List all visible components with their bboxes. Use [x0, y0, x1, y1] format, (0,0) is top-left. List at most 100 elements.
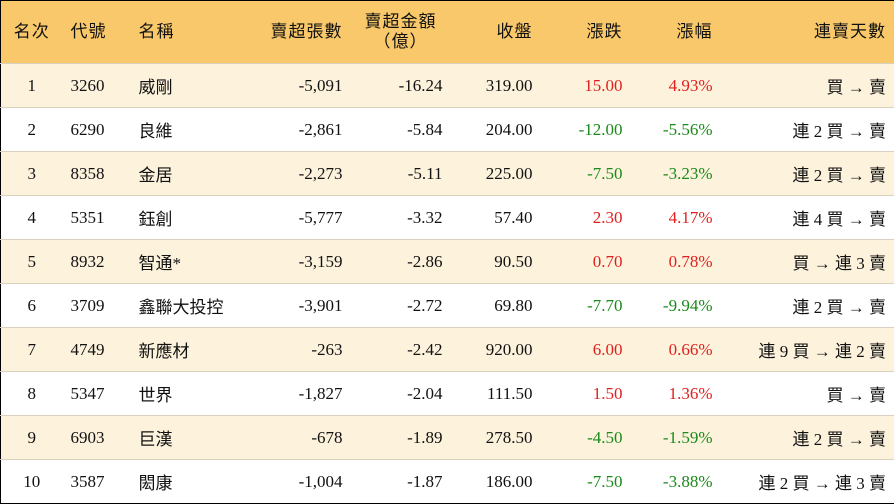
table-cell: -5.84	[351, 108, 451, 152]
header-text: 漲跌	[549, 22, 623, 42]
table-cell: 111.50	[451, 372, 541, 416]
header-text: 代號	[71, 22, 123, 42]
table-cell: -1.87	[351, 460, 451, 504]
table-cell: -2.04	[351, 372, 451, 416]
table-cell: 4.17%	[631, 196, 721, 240]
table-cell: 5351	[63, 196, 131, 240]
table-cell: 1.50	[541, 372, 631, 416]
table-cell: 威剛	[131, 64, 251, 108]
table-cell: 8	[1, 372, 63, 416]
table-cell: 7	[1, 328, 63, 372]
header-text: 漲幅	[639, 22, 713, 42]
table-cell: -1.89	[351, 416, 451, 460]
table-cell: 6.00	[541, 328, 631, 372]
header-cell: 連賣天數	[721, 1, 894, 64]
table-cell: 319.00	[451, 64, 541, 108]
table-cell: -7.70	[541, 284, 631, 328]
header-text: 名稱	[139, 22, 243, 42]
table-cell: 世界	[131, 372, 251, 416]
table-cell: 10	[1, 460, 63, 504]
table-cell: 5347	[63, 372, 131, 416]
table-cell: -1,004	[251, 460, 351, 504]
table-cell: -1,827	[251, 372, 351, 416]
table-cell: 9	[1, 416, 63, 460]
table-cell: 3709	[63, 284, 131, 328]
table-cell: 69.80	[451, 284, 541, 328]
table-cell: -3.32	[351, 196, 451, 240]
table-cell: 買 → 賣	[721, 64, 894, 108]
header-text: 賣超金額	[359, 12, 443, 32]
header-cell: 賣超金額（億）	[351, 1, 451, 64]
table-cell: 15.00	[541, 64, 631, 108]
table-cell: -2.86	[351, 240, 451, 284]
table-cell: -12.00	[541, 108, 631, 152]
table-cell: 閎康	[131, 460, 251, 504]
header-cell: 漲幅	[631, 1, 721, 64]
header-cell: 名稱	[131, 1, 251, 64]
table-cell: 0.70	[541, 240, 631, 284]
table-cell: -2,273	[251, 152, 351, 196]
table-cell: -3,901	[251, 284, 351, 328]
table-cell: 90.50	[451, 240, 541, 284]
table-cell: 204.00	[451, 108, 541, 152]
table-cell: -2.72	[351, 284, 451, 328]
table-cell: -1.59%	[631, 416, 721, 460]
table-cell: 巨漢	[131, 416, 251, 460]
table-cell: -16.24	[351, 64, 451, 108]
table-cell: 0.66%	[631, 328, 721, 372]
table-cell: 鈺創	[131, 196, 251, 240]
table-cell: -7.50	[541, 460, 631, 504]
table-cell: 8932	[63, 240, 131, 284]
table-cell: -7.50	[541, 152, 631, 196]
table-cell: -3,159	[251, 240, 351, 284]
table-cell: -5.56%	[631, 108, 721, 152]
table-cell: 920.00	[451, 328, 541, 372]
header-row: 名次代號名稱賣超張數賣超金額（億） 收盤漲跌漲幅連賣天數	[1, 1, 894, 64]
table-cell: 連 2 買 → 賣	[721, 284, 894, 328]
table-cell: 1.36%	[631, 372, 721, 416]
table-cell: -5.11	[351, 152, 451, 196]
table-cell: 2.30	[541, 196, 631, 240]
header-cell: 代號	[63, 1, 131, 64]
table-cell: 186.00	[451, 460, 541, 504]
table-cell: 6290	[63, 108, 131, 152]
table-cell: 1	[1, 64, 63, 108]
header-text: 連賣天數	[729, 22, 887, 42]
table-cell: 鑫聯大投控	[131, 284, 251, 328]
table-cell: 連 4 買 → 賣	[721, 196, 894, 240]
header-text: 收盤	[459, 22, 533, 42]
table-cell: 8358	[63, 152, 131, 196]
table-cell: -5,777	[251, 196, 351, 240]
table-cell: 良維	[131, 108, 251, 152]
table-cell: 6	[1, 284, 63, 328]
table-cell: 4749	[63, 328, 131, 372]
table-cell: -2,861	[251, 108, 351, 152]
table-cell: -3.88%	[631, 460, 721, 504]
table-cell: 0.78%	[631, 240, 721, 284]
table-cell: 連 2 買 → 賣	[721, 152, 894, 196]
table-cell: 57.40	[451, 196, 541, 240]
table-cell: 連 2 買 → 賣	[721, 108, 894, 152]
table-cell: -263	[251, 328, 351, 372]
header-cell: 漲跌	[541, 1, 631, 64]
header-cell: 賣超張數	[251, 1, 351, 64]
header-cell: 收盤	[451, 1, 541, 64]
table-cell: -4.50	[541, 416, 631, 460]
table-cell: 3260	[63, 64, 131, 108]
header-cell: 名次	[1, 1, 63, 64]
table-cell: 225.00	[451, 152, 541, 196]
table-cell: -5,091	[251, 64, 351, 108]
header-text: 賣超張數	[259, 22, 343, 42]
table-cell: 3587	[63, 460, 131, 504]
table-cell: 3	[1, 152, 63, 196]
